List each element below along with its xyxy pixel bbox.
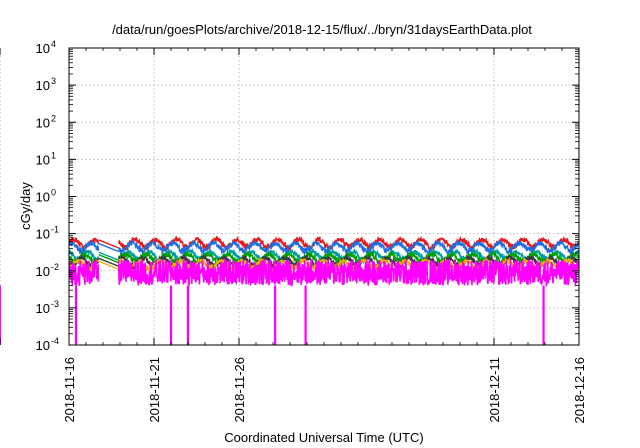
- y-tick-exponent: 1: [51, 150, 56, 160]
- gap-connector: [98, 239, 119, 249]
- y-tick-label: 10: [36, 227, 50, 242]
- gap-connector: [98, 257, 119, 267]
- y-tick-exponent: 0: [51, 188, 56, 198]
- y-axis-label: cGy/day: [18, 182, 33, 230]
- gap-connector: [98, 242, 119, 253]
- y-tick-exponent: 4: [51, 39, 56, 49]
- y-tick-label: 10: [36, 152, 50, 167]
- x-tick-label: 2018-11-21: [147, 357, 162, 423]
- gap-connector: [98, 260, 119, 270]
- x-tick-label: 2018-11-26: [232, 357, 247, 423]
- chart-title: /data/run/goesPlots/archive/2018-12-15/f…: [112, 22, 532, 37]
- x-tick-label: 2018-12-11: [487, 357, 502, 423]
- y-tick-exponent: -1: [51, 225, 59, 235]
- y-tick-exponent: -3: [51, 299, 59, 309]
- y-tick-exponent: 3: [51, 76, 56, 86]
- series-segment: [68, 259, 100, 286]
- y-tick-label: 10: [36, 264, 50, 279]
- plot-frame: [68, 47, 580, 346]
- x-tick-label: 2018-12-16: [572, 357, 587, 424]
- y-tick-label: 10: [36, 78, 50, 93]
- series-segment: [69, 249, 100, 265]
- y-tick-exponent: -4: [51, 336, 59, 346]
- series-line: [68, 257, 580, 288]
- grid: [0, 48, 579, 345]
- y-tick-exponent: 2: [51, 113, 56, 123]
- x-axis-label: Coordinated Universal Time (UTC): [224, 430, 423, 445]
- series-segment: [117, 235, 580, 253]
- series-line: [69, 247, 579, 266]
- y-tick-label: 10: [36, 41, 50, 56]
- y-tick-label: 10: [36, 190, 50, 205]
- gap-connector: [98, 251, 119, 261]
- y-tick-label: 10: [36, 338, 50, 353]
- axes: [0, 47, 580, 346]
- series-segment: [117, 257, 580, 288]
- series-segment: [117, 247, 579, 266]
- plot-area: [0, 235, 580, 345]
- series-segment: [118, 238, 580, 257]
- x-tick-label: 2018-11-16: [62, 357, 77, 423]
- y-tick-label: 10: [36, 301, 50, 316]
- gap-connector: [98, 254, 119, 264]
- y-tick-exponent: -2: [51, 262, 59, 272]
- y-tick-label: 10: [36, 115, 50, 130]
